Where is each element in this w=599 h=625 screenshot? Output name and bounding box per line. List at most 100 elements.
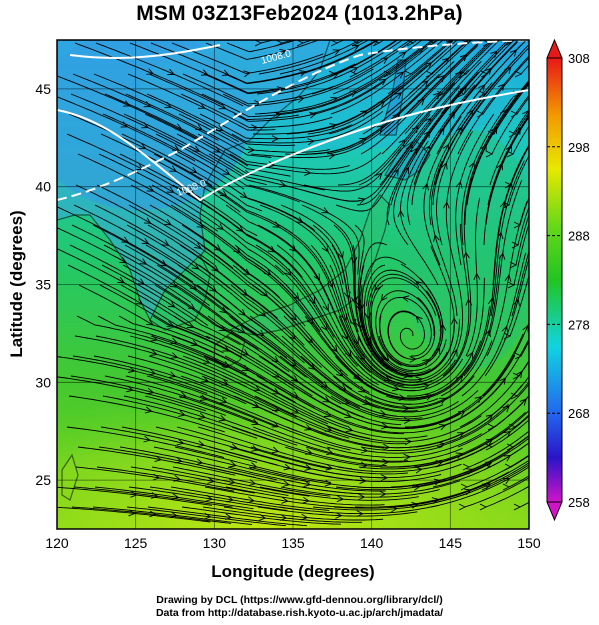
streamline-arrow — [380, 293, 388, 302]
streamline — [102, 395, 258, 439]
streamline-arrow — [300, 513, 309, 521]
streamline — [360, 403, 509, 451]
streamline-arrow — [437, 127, 445, 136]
streamline — [250, 446, 408, 475]
streamline — [222, 68, 374, 107]
streamline-arrow — [150, 349, 158, 356]
streamline-arrow — [170, 337, 179, 345]
streamline-arrow — [117, 276, 125, 284]
streamline-arrow — [503, 430, 512, 438]
streamline-arrow — [397, 209, 405, 218]
streamline — [75, 466, 235, 492]
streamline — [224, 40, 376, 85]
streamline-arrow — [506, 443, 515, 451]
streamline — [176, 133, 325, 191]
streamline-arrow — [189, 166, 198, 174]
streamline — [147, 506, 307, 527]
streamline — [249, 315, 380, 409]
streamline-arrow — [459, 70, 468, 78]
streamline-arrow — [272, 221, 281, 228]
streamline-arrow — [502, 405, 510, 413]
streamline — [226, 335, 365, 418]
streamline-arrow — [358, 493, 366, 501]
streamline-arrow — [360, 446, 369, 454]
streamline — [231, 426, 387, 466]
streamline — [513, 222, 529, 286]
streamline-arrow — [230, 443, 239, 451]
streamline — [378, 40, 385, 44]
streamline-arrow — [170, 352, 179, 359]
streamline-arrow — [488, 297, 495, 305]
streamline-arrow — [398, 51, 407, 59]
streamline — [156, 264, 288, 359]
streamline-arrow — [42, 111, 48, 117]
streamline-arrow — [289, 244, 297, 252]
streamline — [445, 131, 473, 286]
streamline — [388, 459, 529, 508]
streamline-arrow — [197, 440, 205, 448]
streamline-arrow — [143, 217, 152, 224]
streamline — [512, 434, 529, 448]
streamline-arrow — [199, 394, 208, 401]
streamline — [178, 395, 331, 450]
streamline-arrow — [403, 453, 412, 461]
streamline — [73, 486, 233, 508]
streamline — [356, 449, 510, 489]
streamline-arrow — [222, 345, 230, 352]
streamline-arrow — [179, 391, 188, 399]
streamline — [178, 113, 330, 153]
streamline-arrow — [394, 92, 403, 99]
streamline-arrow — [482, 40, 491, 47]
streamline — [438, 40, 520, 135]
streamline — [147, 224, 278, 319]
streamline-arrow — [462, 463, 471, 471]
streamline-arrow — [274, 111, 282, 119]
streamline-arrow — [441, 161, 448, 170]
streamline-arrow — [439, 397, 447, 404]
streamline — [153, 153, 293, 234]
streamline — [119, 446, 277, 481]
streamline-arrow — [215, 124, 224, 131]
streamline — [199, 113, 353, 140]
streamline-arrow — [308, 111, 317, 119]
streamline-arrow — [213, 146, 221, 153]
plot-frame — [56, 39, 530, 530]
streamline-arrow — [461, 40, 470, 47]
streamline — [352, 244, 413, 378]
streamline — [70, 375, 226, 416]
streamline-arrow — [352, 337, 359, 345]
streamline-arrow — [356, 510, 364, 518]
streamline-arrow — [195, 458, 204, 466]
streamline — [92, 224, 229, 311]
streamline-arrow — [229, 460, 237, 468]
streamline — [154, 284, 290, 373]
streamline — [170, 486, 330, 511]
streamline-arrow — [337, 251, 344, 259]
streamline-arrow — [192, 145, 201, 152]
streamline-arrow — [508, 423, 517, 431]
streamline — [99, 284, 243, 358]
streamline-arrow — [241, 349, 250, 356]
taiwan — [61, 453, 79, 501]
streamline — [177, 264, 305, 364]
streamline-arrow — [271, 421, 280, 428]
streamline-arrow — [406, 40, 415, 47]
streamline — [309, 40, 438, 115]
streamline-arrow — [433, 234, 440, 242]
streamline-arrow — [484, 329, 491, 338]
streamline — [484, 257, 529, 377]
streamline — [128, 486, 288, 511]
streamline-arrow — [296, 40, 305, 47]
streamline — [369, 277, 437, 361]
streamline — [433, 40, 439, 44]
streamline-arrow — [325, 463, 334, 471]
streamline-arrow — [436, 90, 445, 98]
streamline-arrow — [321, 323, 328, 332]
streamline-arrow — [437, 74, 446, 83]
streamline-arrow — [514, 70, 523, 78]
streamline — [100, 426, 258, 463]
streamline — [259, 486, 419, 501]
streamline — [413, 409, 529, 468]
streamline-arrow — [211, 264, 220, 272]
streamline-arrow — [221, 69, 230, 76]
